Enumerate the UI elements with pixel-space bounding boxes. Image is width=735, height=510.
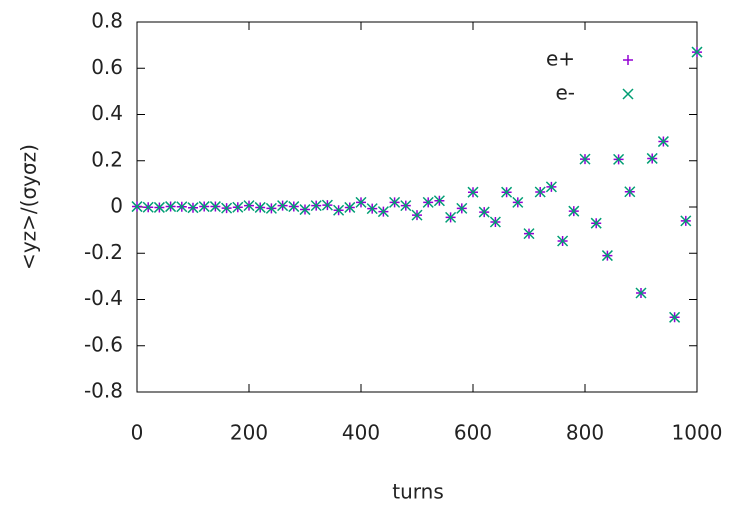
point: [288, 201, 300, 213]
point: [321, 199, 333, 211]
legend-label: e+: [546, 47, 575, 71]
x-tick-label: 600: [454, 421, 492, 445]
point: [389, 196, 401, 208]
point: [221, 202, 233, 214]
point: [333, 204, 345, 216]
point: [209, 201, 221, 213]
point: [265, 202, 277, 214]
x-tick-label: 400: [342, 421, 380, 445]
y-tick-label: 0.8: [91, 9, 123, 33]
point: [568, 205, 580, 217]
point: [489, 216, 501, 228]
point: [299, 204, 311, 216]
y-tick-label: -0.6: [84, 332, 123, 356]
y-tick-label: 0.4: [91, 101, 123, 125]
point: [131, 201, 143, 213]
point: [310, 200, 322, 212]
point: [456, 202, 468, 214]
point: [422, 196, 434, 208]
x-tick-label: 1000: [672, 421, 723, 445]
y-tick-label: 0: [110, 194, 123, 218]
y-axis-label: <yz>/(σyσz): [17, 144, 41, 270]
point: [344, 201, 356, 213]
legend-label: e-: [555, 81, 575, 105]
y-tick-label: 0.2: [91, 147, 123, 171]
y-tick-label: -0.8: [84, 379, 123, 403]
point: [400, 200, 412, 212]
point: [545, 181, 557, 193]
point: [366, 203, 378, 215]
y-tick-label: 0.6: [91, 55, 123, 79]
point: [176, 201, 188, 213]
point: [187, 202, 199, 214]
point: [243, 200, 255, 212]
x-axis-label: turns: [392, 480, 443, 504]
x-tick-label: 0: [131, 421, 144, 445]
point: [657, 136, 669, 148]
point: [411, 209, 423, 221]
point: [646, 152, 658, 164]
point: [142, 201, 154, 213]
point: [232, 201, 244, 213]
point: [512, 196, 524, 208]
x-tick-label: 200: [230, 421, 268, 445]
point: [590, 217, 602, 229]
point: [445, 211, 457, 223]
point: [613, 153, 625, 165]
point: [669, 311, 681, 323]
point: [355, 196, 367, 208]
legend-marker: [622, 88, 634, 100]
legend-marker: [623, 55, 633, 65]
point: [277, 200, 289, 212]
point: [579, 153, 591, 165]
point: [254, 201, 266, 213]
point: [153, 201, 165, 213]
point: [534, 186, 546, 198]
point: [478, 206, 490, 218]
point: [165, 201, 177, 213]
point: [433, 195, 445, 207]
point: [680, 215, 692, 227]
y-tick-label: -0.2: [84, 240, 123, 264]
point: [467, 186, 479, 198]
point: [198, 201, 210, 213]
plot-frame: [136, 21, 698, 393]
point: [601, 250, 613, 262]
point: [624, 186, 636, 198]
point: [635, 287, 647, 299]
y-tick-label: -0.4: [84, 286, 123, 310]
x-tick-label: 800: [566, 421, 604, 445]
point: [501, 186, 513, 198]
point: [691, 46, 703, 58]
point: [523, 228, 535, 240]
point: [557, 235, 569, 247]
point: [377, 206, 389, 218]
